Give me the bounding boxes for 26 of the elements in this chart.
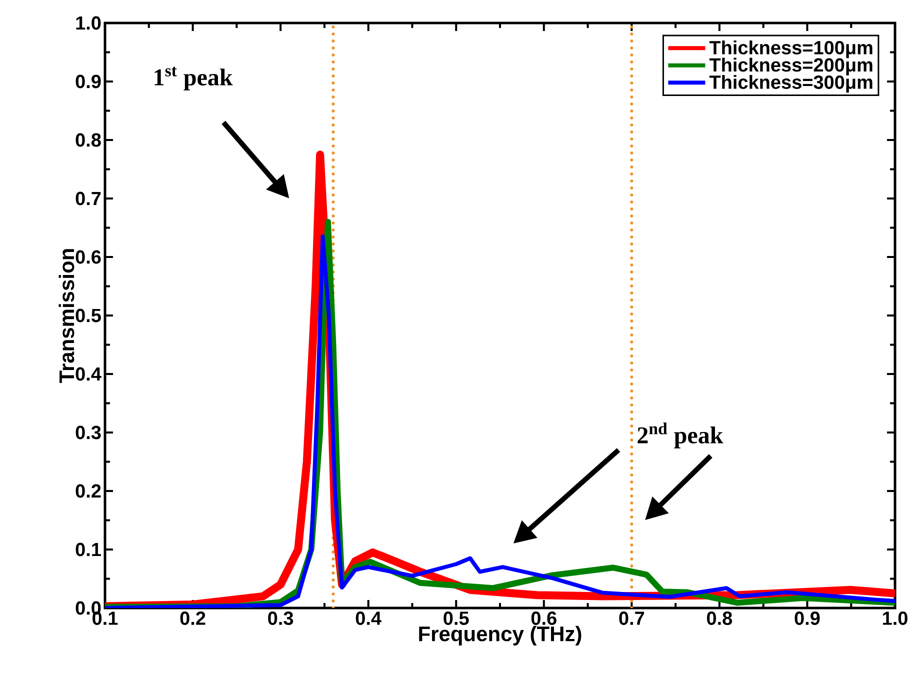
x-tick-label: 0.5 <box>444 612 469 625</box>
x-tick-label: 0.3 <box>268 612 294 626</box>
y-tick-label: 0.1 <box>76 542 101 556</box>
y-tick-label: 0.6 <box>76 250 101 264</box>
legend-label: Thickness=200μm <box>709 58 872 76</box>
x-tick-label: 0.7 <box>619 612 644 625</box>
y-tick-label: 0.2 <box>76 484 101 498</box>
y-tick-label: 0.3 <box>76 426 101 440</box>
x-tick-label: 1.0 <box>882 612 908 625</box>
annotation: 1$^{st}$ peak <box>154 66 233 90</box>
legend-label: Thickness=100μm <box>709 40 872 58</box>
x-tick-label: 0.6 <box>531 612 556 625</box>
y-tick-label: 0.5 <box>76 308 101 322</box>
y-axis-title: Transmission <box>58 249 74 383</box>
legend-label: Thickness=300μm <box>709 74 872 93</box>
x-axis-title: Frequency (THz) <box>419 626 582 646</box>
annotation: 2$^{nd}$ peak <box>638 422 724 448</box>
x-tick-label: 0.8 <box>707 612 732 625</box>
x-tick-label: 0.2 <box>180 612 206 625</box>
y-tick-label: 0.9 <box>76 74 101 88</box>
y-tick-label: 0.8 <box>76 133 101 147</box>
x-tick-label: 0.4 <box>356 612 382 625</box>
x-tick-label: 0.9 <box>794 612 820 625</box>
y-tick-label: 1.0 <box>76 16 101 30</box>
y-tick-label: 0.7 <box>76 192 101 206</box>
y-tick-label: 0.4 <box>76 367 102 381</box>
